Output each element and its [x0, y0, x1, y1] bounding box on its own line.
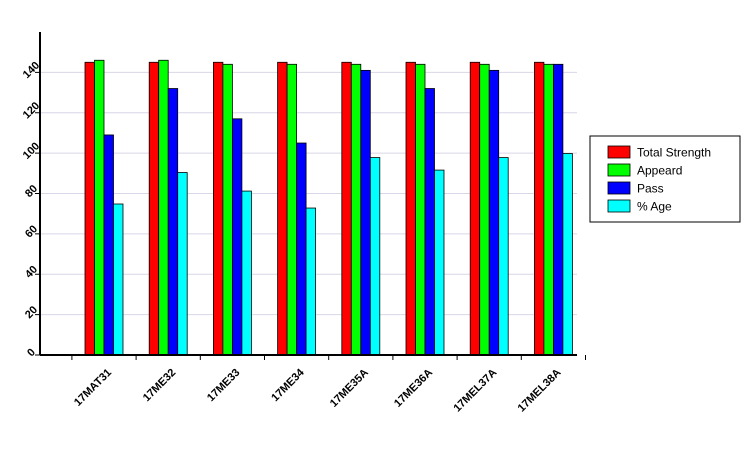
legend-swatch [607, 163, 631, 177]
bar-pass-17mat31 [103, 134, 114, 356]
bar-total-strength-17me32 [148, 61, 160, 356]
bar-pass-17mel38a [553, 63, 564, 356]
bar--age-17mat31 [113, 203, 124, 356]
bar-total-strength-17me36a [405, 61, 416, 356]
bar-pass-17me32 [167, 88, 179, 356]
x-tick-label: 17ME36A [392, 367, 435, 410]
bar-pass-17me35a [360, 69, 371, 356]
y-tick-label: 0 [25, 346, 38, 359]
legend: Total Strength Appeard Pass % Age [589, 135, 741, 223]
bar--age-17mel37a [498, 157, 509, 356]
bar-appeard-17me36a [415, 63, 426, 356]
x-tick-label: 17MEL38A [516, 367, 564, 415]
bar-pass-17me34 [296, 142, 307, 356]
bar--age-17mel38a [562, 153, 573, 356]
bar--age-17me33 [241, 190, 252, 356]
legend-swatch [607, 145, 631, 159]
x-tick-label: 17MAT31 [72, 367, 114, 409]
bar-total-strength-17me33 [212, 61, 224, 356]
bar-appeard-17me32 [158, 59, 169, 356]
legend-label: % Age [637, 200, 672, 214]
bar--age-17me34 [305, 207, 317, 356]
bar--age-17me36a [434, 169, 445, 356]
x-tick-label: 17ME35A [328, 367, 371, 410]
x-tick-label: 17MEL37A [451, 367, 499, 415]
y-tick-label: 40 [23, 264, 40, 281]
bar-appeard-17mel38a [543, 63, 554, 356]
y-tick-label: 20 [23, 304, 40, 321]
bar-appeard-17me33 [222, 63, 233, 356]
legend-swatch [607, 199, 631, 213]
bar-total-strength-17mel38a [534, 61, 545, 356]
y-tick-label: 80 [23, 183, 40, 200]
x-tick-label: 17ME32 [141, 367, 178, 404]
bars [84, 59, 573, 356]
bar-pass-17me33 [231, 118, 243, 356]
y-tick-label: 60 [23, 223, 40, 240]
bar-appeard-17me35a [350, 63, 362, 356]
legend-label: Appeard [637, 164, 682, 178]
bar-appeard-17me34 [286, 63, 298, 356]
bar-pass-17me36a [424, 88, 435, 356]
bar-appeard-17mat31 [94, 59, 105, 356]
legend-label: Pass [637, 182, 664, 196]
bar--age-17me32 [177, 172, 188, 356]
bar-total-strength-17me35a [341, 61, 352, 356]
bar--age-17me35a [369, 157, 381, 356]
bar-total-strength-17mat31 [84, 61, 95, 356]
bar-appeard-17mel37a [479, 63, 490, 356]
x-tick-label: 17ME34 [269, 366, 307, 404]
legend-swatch [607, 181, 631, 195]
x-tick-label: 17ME33 [205, 367, 242, 404]
bar-total-strength-17me34 [277, 61, 288, 356]
bar-total-strength-17mel37a [469, 61, 481, 356]
bar-pass-17mel37a [488, 69, 500, 356]
legend-label: Total Strength [637, 146, 711, 160]
